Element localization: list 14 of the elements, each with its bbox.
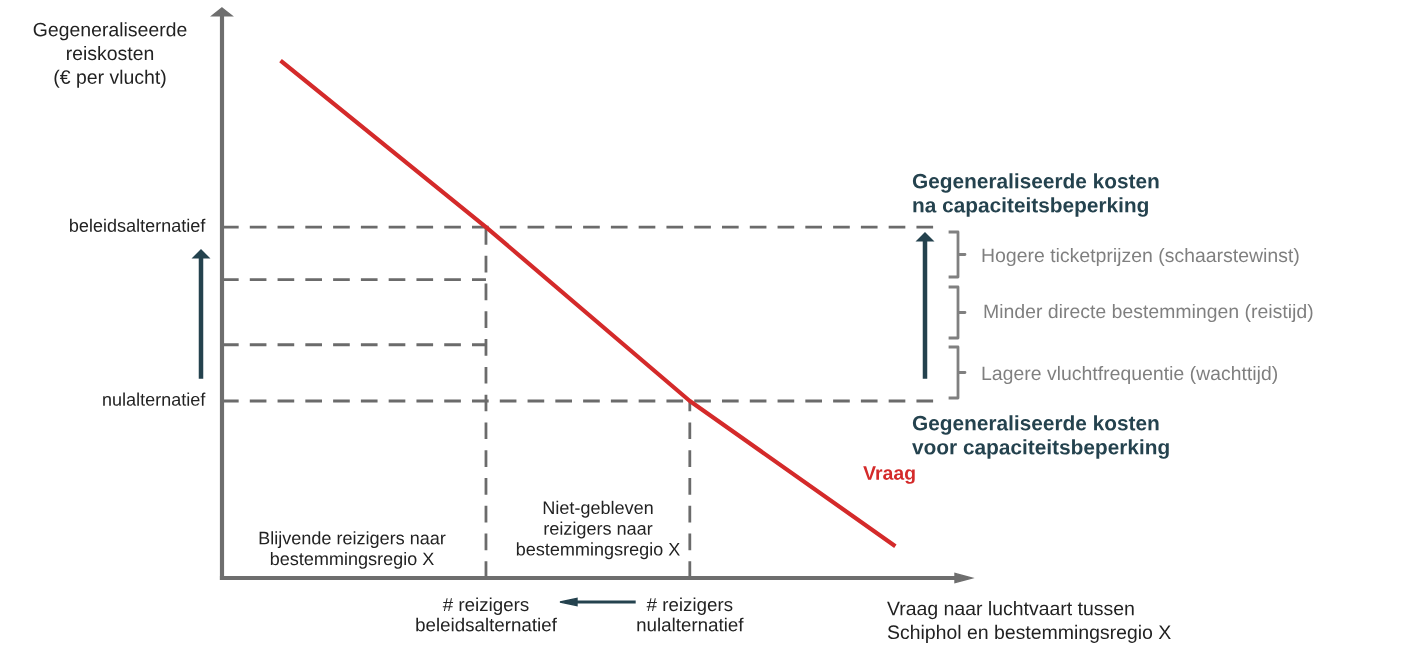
annotation: Niet-gebleven reizigers naar bestemmingsregio X [516,500,680,560]
x-tick-label: # reizigers nulalternatief [637,597,744,632]
annotation: Gegeneraliseerde kosten na capaciteitsbeperking [912,173,1159,217]
y-axis-title: Gegeneraliseerde reiskosten (€ per vlucht) [33,22,187,88]
text: Minder directe bestemmingen (reistijd) [984,303,1313,323]
x-tick-label: # reizigers beleidsalternatief [416,597,557,632]
text: Lagere vluchtfrequentie (wachttijd) [982,365,1278,385]
x-axis-title: Vraag naar luchtvaart tussen Schiphol en bestemmingsregio X [887,601,1171,643]
ref-line-label: nulalternatief [103,392,206,406]
ref-line-label: beleidsalternatief [70,218,206,232]
annotation: Gegeneraliseerde kosten voor capaciteitsbeperking [912,415,1169,459]
text: Hogere ticketprijzen (schaarstewinst) [982,247,1299,267]
series-label: Vraag [863,466,915,484]
annotation: Blijvende reizigers naar bestemmingsregio X [259,531,446,569]
